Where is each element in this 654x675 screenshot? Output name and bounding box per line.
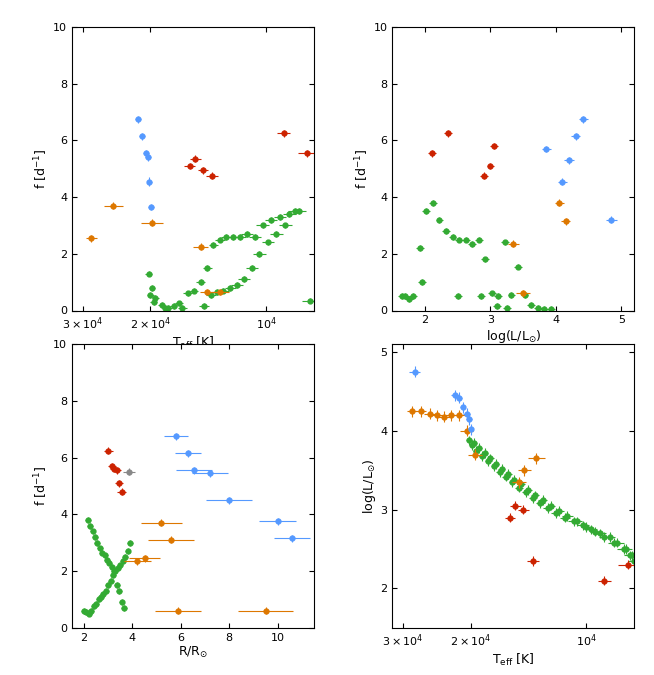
- Y-axis label: f [d$^{-1}$]: f [d$^{-1}$]: [33, 466, 50, 506]
- X-axis label: T$_{\rm eff}$ [K]: T$_{\rm eff}$ [K]: [171, 335, 215, 351]
- X-axis label: T$_{\rm eff}$ [K]: T$_{\rm eff}$ [K]: [492, 652, 535, 668]
- Y-axis label: f [d$^{-1}$]: f [d$^{-1}$]: [353, 148, 371, 189]
- Y-axis label: f [d$^{-1}$]: f [d$^{-1}$]: [33, 148, 50, 189]
- X-axis label: log(L/L$_{\odot}$): log(L/L$_{\odot}$): [485, 328, 542, 345]
- Y-axis label: log(L/L$_{\odot}$): log(L/L$_{\odot}$): [360, 458, 377, 514]
- X-axis label: R/R$_{\odot}$: R/R$_{\odot}$: [178, 645, 208, 661]
